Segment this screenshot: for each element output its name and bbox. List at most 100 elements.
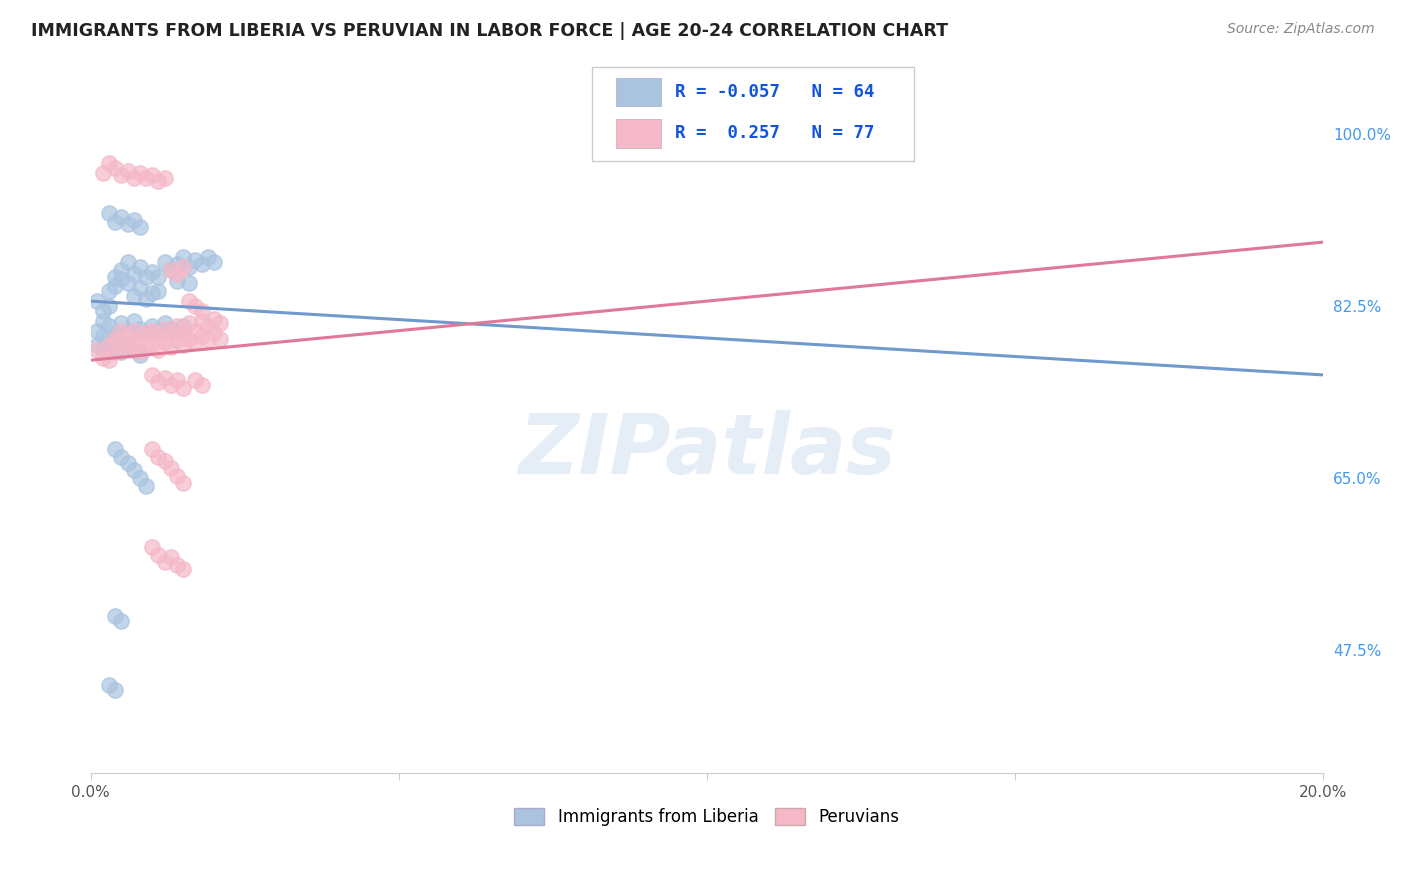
Point <box>110 345 132 359</box>
Point <box>98 299 121 313</box>
Point <box>110 324 132 338</box>
Point <box>129 281 152 295</box>
Point <box>104 442 127 456</box>
Point <box>129 332 152 346</box>
Point <box>129 260 152 274</box>
Point <box>122 267 145 281</box>
Point <box>166 469 188 483</box>
Text: Source: ZipAtlas.com: Source: ZipAtlas.com <box>1227 22 1375 37</box>
FancyBboxPatch shape <box>616 119 661 148</box>
FancyBboxPatch shape <box>616 78 661 106</box>
Point <box>172 338 194 352</box>
Point <box>122 213 145 227</box>
Point <box>122 343 145 358</box>
Point <box>135 292 157 306</box>
Point <box>166 326 188 340</box>
Point <box>122 289 145 303</box>
Point <box>110 614 132 628</box>
Point <box>86 324 108 338</box>
Point <box>166 318 188 333</box>
Point <box>104 279 127 293</box>
Point <box>197 318 219 333</box>
Point <box>110 338 132 352</box>
Point <box>148 375 170 389</box>
Point <box>184 252 207 267</box>
Point <box>135 269 157 284</box>
Point <box>104 269 127 284</box>
Point <box>148 174 170 188</box>
Point <box>172 476 194 491</box>
Point <box>148 548 170 562</box>
Point <box>153 371 176 385</box>
Point <box>202 254 225 268</box>
Point <box>184 335 207 350</box>
Point <box>141 286 163 301</box>
Point <box>209 332 232 346</box>
Point <box>129 321 152 335</box>
Point <box>172 381 194 395</box>
Point <box>184 373 207 387</box>
Point <box>135 342 157 356</box>
Point <box>172 250 194 264</box>
Point <box>184 324 207 338</box>
Point <box>129 166 152 180</box>
Point <box>98 338 121 352</box>
Point <box>98 156 121 170</box>
Point <box>153 316 176 330</box>
Point <box>159 326 181 340</box>
Point <box>135 326 157 340</box>
Point <box>98 678 121 692</box>
Point <box>122 314 145 328</box>
Point <box>159 377 181 392</box>
Point <box>153 335 176 350</box>
Point <box>153 453 176 467</box>
Text: R = -0.057   N = 64: R = -0.057 N = 64 <box>675 83 875 101</box>
Point <box>166 373 188 387</box>
Point <box>86 294 108 309</box>
Point <box>179 332 201 346</box>
Point <box>166 257 188 271</box>
Point <box>110 262 132 277</box>
Point <box>104 342 127 356</box>
Point <box>197 250 219 264</box>
Point <box>209 316 232 330</box>
Point <box>141 368 163 382</box>
Point <box>104 682 127 697</box>
Point <box>110 168 132 182</box>
Point <box>122 171 145 186</box>
Point <box>159 549 181 564</box>
Point <box>166 558 188 572</box>
Point <box>129 220 152 235</box>
Point <box>129 345 152 359</box>
Point <box>135 479 157 493</box>
Point <box>104 332 127 346</box>
Point <box>148 269 170 284</box>
Point <box>184 299 207 313</box>
Point <box>159 262 181 277</box>
Point <box>122 324 145 338</box>
Point <box>117 277 139 291</box>
Point <box>122 338 145 352</box>
Point <box>91 166 114 180</box>
Point <box>159 321 181 335</box>
Point <box>179 316 201 330</box>
Point <box>172 260 194 274</box>
Point <box>141 324 163 338</box>
Point <box>91 343 114 358</box>
Point <box>129 348 152 362</box>
Point <box>110 450 132 464</box>
Point <box>190 314 212 328</box>
Point <box>172 324 194 338</box>
Point <box>110 272 132 286</box>
FancyBboxPatch shape <box>592 68 914 161</box>
Point <box>179 277 201 291</box>
Point <box>104 215 127 229</box>
Point <box>91 328 114 343</box>
Point <box>197 334 219 348</box>
Point <box>91 304 114 318</box>
Point <box>179 294 201 309</box>
Point <box>117 164 139 178</box>
Legend: Immigrants from Liberia, Peruvians: Immigrants from Liberia, Peruvians <box>515 808 900 826</box>
Point <box>148 285 170 299</box>
Point <box>86 343 108 358</box>
